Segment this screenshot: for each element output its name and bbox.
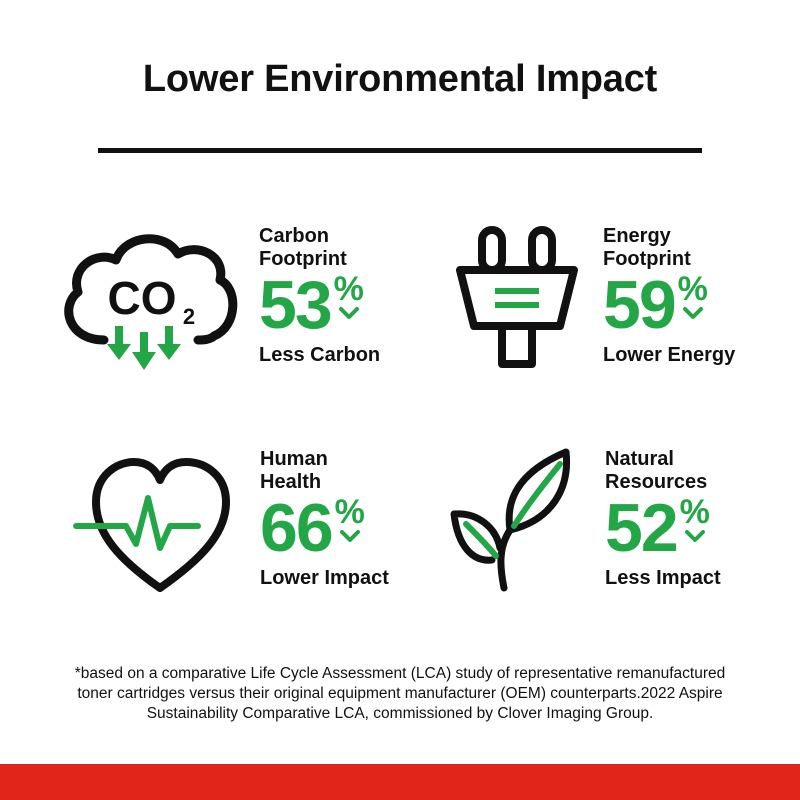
- stat-label: Natural: [605, 448, 674, 470]
- footnote-line: Sustainability Comparative LCA, commissi…: [146, 705, 654, 722]
- plant-leaves-icon: [450, 448, 571, 592]
- stat-label: Human: [260, 448, 328, 470]
- stat-natural-resources: Natural Resources 52 % Less Impact: [605, 448, 800, 590]
- stat-value: 52: [605, 490, 679, 566]
- stat-subtitle: Lower Energy: [603, 344, 736, 366]
- percent-sign: %: [677, 270, 708, 308]
- stat-subtitle: Less Impact: [605, 567, 721, 589]
- chevron-down-icon: [338, 307, 359, 319]
- chevron-down-icon: [684, 530, 705, 542]
- stat-value: 66: [260, 490, 334, 566]
- stat-carbon-footprint: Carbon Footprint 53 % Less Carbon: [259, 225, 459, 367]
- co2-cloud-icon: CO 2: [64, 234, 238, 370]
- percent-sign: %: [679, 493, 710, 531]
- stat-energy-footprint: Energy Footprint 59 % Lower Energy: [603, 225, 800, 367]
- chevron-down-icon: [339, 530, 360, 542]
- co2-text: CO: [108, 272, 177, 324]
- footnote-line: toner cartridges versus their original e…: [77, 685, 723, 702]
- stat-label: Footprint: [259, 248, 347, 270]
- stat-subtitle: Lower Impact: [260, 567, 389, 589]
- heart-pulse-icon: [73, 458, 230, 592]
- footer-bar: [0, 764, 800, 800]
- footnote-line: *based on a comparative Life Cycle Asses…: [74, 665, 726, 682]
- chevron-down-icon: [682, 307, 703, 319]
- stat-label: Energy: [603, 225, 671, 247]
- percent-sign: %: [333, 270, 364, 308]
- stat-label: Health: [260, 471, 322, 493]
- electric-plug-icon: [456, 226, 578, 368]
- footnote: *based on a comparative Life Cycle Asses…: [30, 664, 770, 724]
- co2-subscript: 2: [183, 304, 195, 329]
- stat-label: Resources: [605, 471, 708, 493]
- title-divider: [98, 148, 702, 153]
- stat-subtitle: Less Carbon: [259, 344, 381, 366]
- percent-sign: %: [334, 493, 365, 531]
- stat-value: 53: [259, 267, 333, 343]
- stat-human-health: Human Health 66 % Lower Impact: [260, 448, 460, 590]
- stat-value: 59: [603, 267, 677, 343]
- stat-label: Carbon: [259, 225, 329, 247]
- page-title: Lower Environmental Impact: [142, 58, 658, 100]
- stat-label: Footprint: [603, 248, 691, 270]
